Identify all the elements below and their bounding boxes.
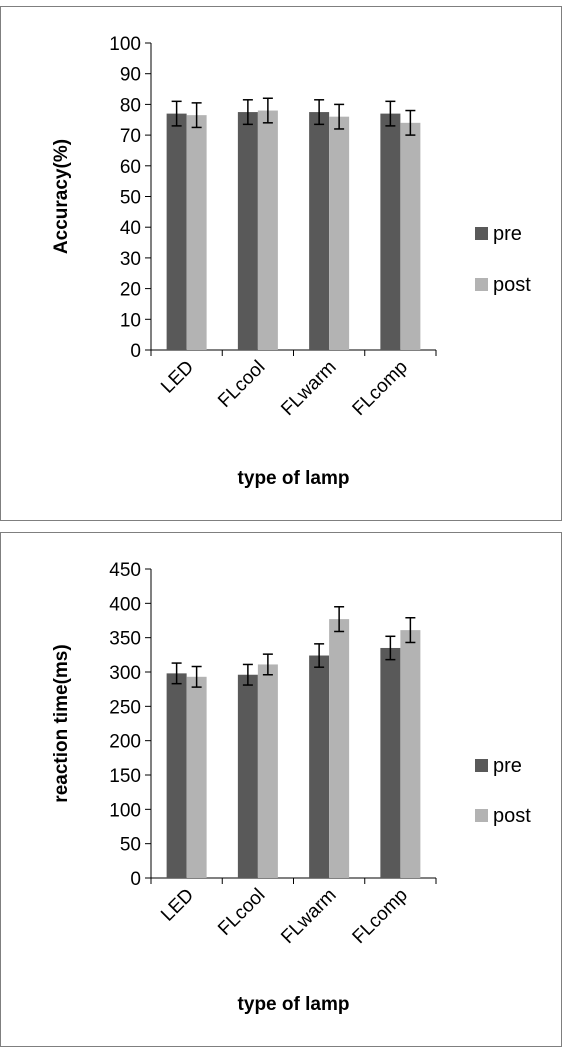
bar-post-FLcool (257, 110, 278, 350)
y-tick-label: 40 (120, 218, 141, 239)
bar-post-FLcomp (400, 122, 421, 350)
bar-pre-LED (166, 113, 187, 350)
legend-swatch-pre (475, 227, 488, 240)
x-category-label: FLcomp (349, 885, 412, 948)
x-category-label: LED (157, 357, 198, 398)
y-tick-label: 400 (109, 594, 141, 615)
x-category-label: FLcomp (349, 357, 412, 420)
bar-pre-LED (166, 673, 187, 878)
legend-swatch-post (475, 809, 488, 822)
accuracy-chart: 0 10 20 30 40 50 60 70 80 90 100 LED FLcool FLwarm FLc… (51, 34, 531, 489)
reaction-time-chart-panel: 0 50 100 150 200 250 300 350 400 450 LED FLcool FLwa… (0, 532, 562, 1047)
y-tick-label: 200 (109, 732, 141, 753)
x-category-label: FLwarm (277, 357, 340, 420)
y-tick-label: 50 (120, 835, 141, 856)
x-category-label: FLcool (214, 357, 269, 412)
y-axis-title: reaction time(ms) (51, 644, 72, 802)
y-tick-label: 300 (109, 663, 141, 684)
bar-pre-FLcool (237, 674, 258, 878)
y-tick-label: 50 (120, 188, 141, 209)
y-tick-label: 0 (130, 869, 141, 890)
bar-post-LED (186, 676, 207, 878)
bar-post-FLwarm (329, 619, 350, 878)
bar-pre-FLcool (237, 112, 258, 350)
y-tick-label: 100 (109, 34, 141, 55)
y-tick-label: 150 (109, 766, 141, 787)
accuracy-chart-panel: 0 10 20 30 40 50 60 70 80 90 100 LED FLcool FLwarm FLc… (0, 6, 562, 521)
y-tick-label: 80 (120, 95, 141, 116)
x-category-label: FLcool (214, 885, 269, 940)
legend-swatch-pre (475, 759, 488, 772)
y-axis-title: Accuracy(%) (51, 139, 72, 254)
reaction-time-chart: 0 50 100 150 200 250 300 350 400 450 LED FLcool FLwa… (51, 560, 531, 1015)
legend-label-post: post (493, 805, 531, 827)
bar-post-FLcool (257, 664, 278, 878)
bar-post-FLwarm (329, 116, 350, 351)
y-tick-label: 450 (109, 560, 141, 581)
y-tick-label: 100 (109, 800, 141, 821)
x-category-label: LED (157, 885, 198, 926)
y-tick-label: 90 (120, 65, 141, 86)
bar-post-LED (186, 115, 207, 351)
x-axis-title: type of lamp (238, 994, 350, 1015)
bar-pre-FLcomp (380, 647, 401, 878)
legend-swatch-post (475, 278, 488, 291)
y-tick-label: 350 (109, 629, 141, 650)
y-tick-label: 70 (120, 126, 141, 147)
y-tick-label: 250 (109, 697, 141, 718)
y-tick-label: 30 (120, 249, 141, 270)
y-tick-label: 0 (130, 341, 141, 362)
bar-pre-FLwarm (309, 655, 330, 878)
y-tick-label: 10 (120, 310, 141, 331)
y-tick-label: 20 (120, 280, 141, 301)
bar-post-FLcomp (400, 630, 421, 878)
bar-pre-FLwarm (309, 112, 330, 350)
bar-pre-FLcomp (380, 113, 401, 350)
legend-label-pre: pre (493, 223, 522, 245)
legend-label-post: post (493, 274, 531, 296)
y-tick-label: 60 (120, 157, 141, 178)
x-axis-title: type of lamp (238, 468, 350, 489)
x-category-label: FLwarm (277, 885, 340, 948)
legend-label-pre: pre (493, 755, 522, 777)
